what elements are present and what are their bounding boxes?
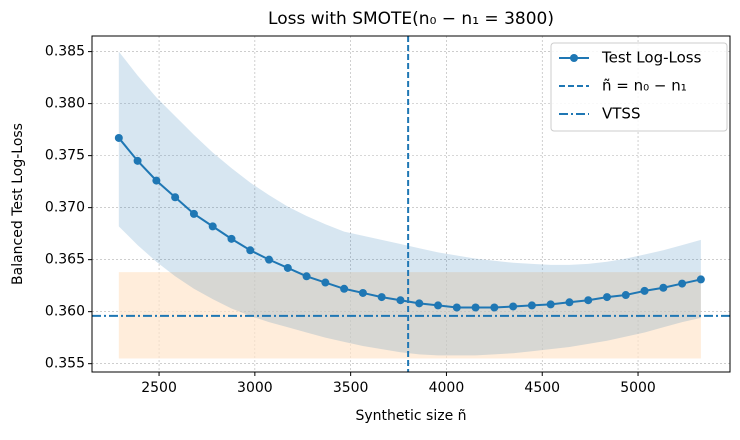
x-axis-label: Synthetic size ñ bbox=[355, 408, 466, 424]
legend-label: Test Log-Loss bbox=[601, 49, 702, 67]
x-tick-label: 2500 bbox=[141, 380, 177, 396]
point bbox=[415, 299, 424, 308]
point bbox=[114, 133, 123, 142]
y-tick-label: 0.365 bbox=[45, 252, 85, 268]
point bbox=[302, 272, 311, 281]
point bbox=[227, 234, 236, 243]
point bbox=[133, 156, 142, 165]
x-tick-label: 4000 bbox=[429, 380, 465, 396]
point bbox=[358, 288, 367, 297]
x-tick-label: 5000 bbox=[620, 380, 656, 396]
plot-frame bbox=[91, 35, 731, 373]
point bbox=[565, 298, 574, 307]
point bbox=[246, 246, 255, 255]
legend-label: ñ = n₀ − n₁ bbox=[602, 77, 687, 95]
point bbox=[584, 296, 593, 305]
point bbox=[283, 263, 292, 272]
point bbox=[452, 303, 461, 312]
point bbox=[696, 275, 705, 284]
legend-label: VTSS bbox=[602, 105, 640, 123]
x-tick-label: 3500 bbox=[333, 380, 369, 396]
point bbox=[321, 278, 330, 287]
chart-title: Loss with SMOTE(n₀ − n₁ = 3800) bbox=[268, 9, 554, 29]
point bbox=[527, 301, 536, 310]
point bbox=[396, 296, 405, 305]
point bbox=[471, 303, 480, 312]
y-tick-label: 0.355 bbox=[45, 356, 85, 372]
legend-box bbox=[550, 42, 728, 132]
point bbox=[490, 303, 499, 312]
point bbox=[659, 283, 668, 292]
point bbox=[265, 255, 274, 264]
point bbox=[152, 176, 161, 185]
point bbox=[602, 293, 611, 302]
point bbox=[434, 301, 443, 310]
y-tick-label: 0.360 bbox=[45, 304, 85, 320]
point bbox=[546, 300, 555, 309]
x-tick-label: 4500 bbox=[524, 380, 560, 396]
point bbox=[171, 193, 180, 202]
point bbox=[340, 284, 349, 293]
y-tick-label: 0.375 bbox=[45, 148, 85, 164]
point bbox=[208, 222, 217, 231]
confidence-band bbox=[118, 51, 701, 356]
y-axis-label: Balanced Test Log-Loss bbox=[10, 123, 26, 285]
point bbox=[678, 279, 687, 288]
point bbox=[621, 291, 630, 300]
x-tick-label: 3000 bbox=[237, 380, 273, 396]
point bbox=[377, 293, 386, 302]
y-tick-label: 0.385 bbox=[45, 44, 85, 60]
y-tick-label: 0.380 bbox=[45, 96, 85, 112]
legend-marker bbox=[570, 54, 578, 62]
y-tick-label: 0.370 bbox=[45, 200, 85, 216]
point bbox=[189, 209, 198, 218]
point bbox=[640, 286, 649, 295]
point bbox=[509, 302, 518, 311]
